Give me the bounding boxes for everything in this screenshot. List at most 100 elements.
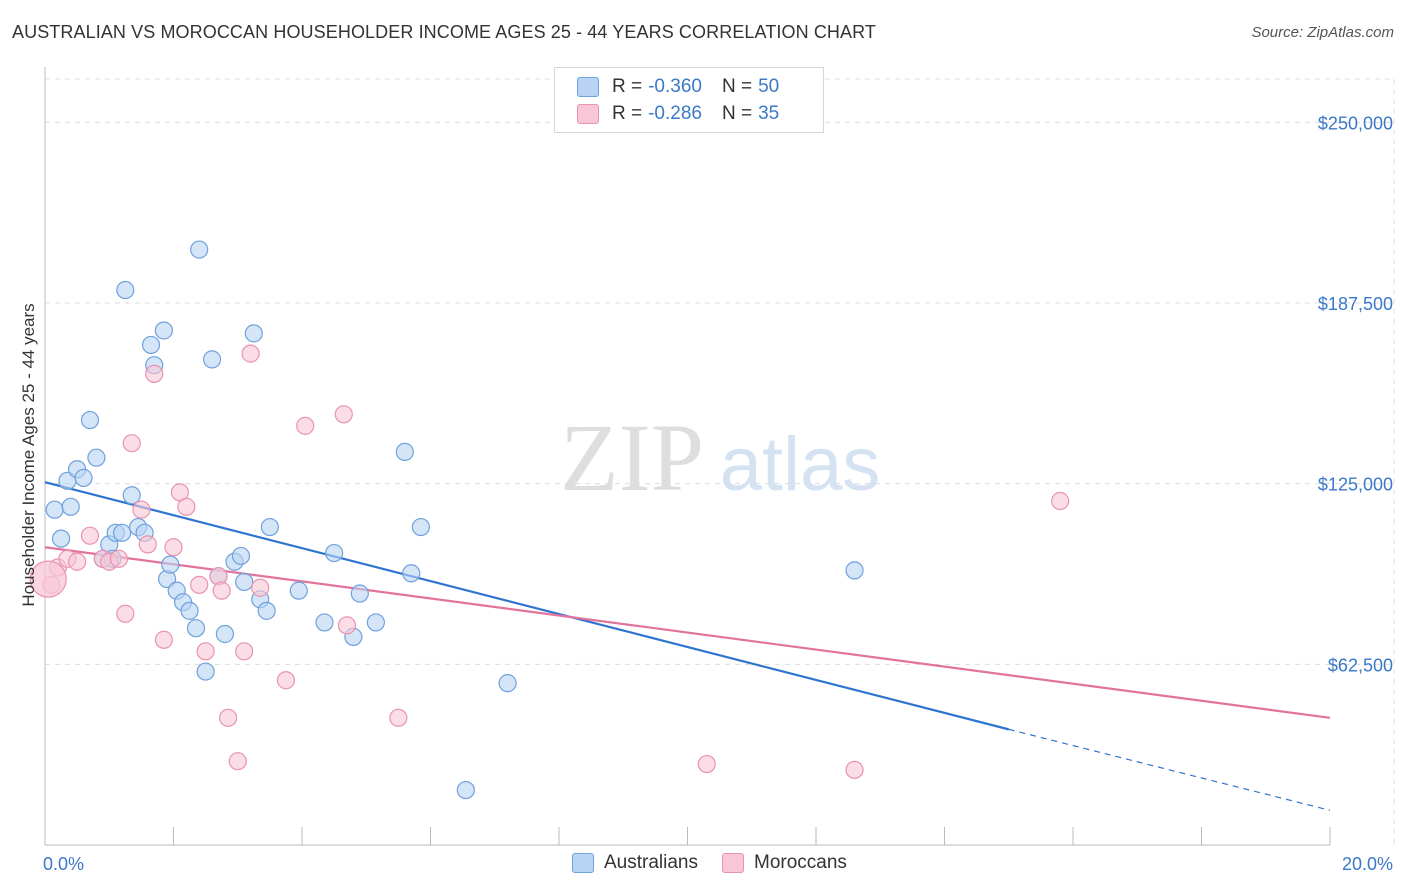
- moroccan-point: [196, 642, 215, 661]
- moroccan-point: [138, 535, 157, 554]
- moroccan-point: [334, 405, 353, 424]
- grid-lines: [45, 78, 1395, 845]
- x-tick-label-min: 0.0%: [43, 854, 84, 874]
- australian-point: [180, 601, 199, 620]
- australian-point: [402, 564, 421, 583]
- legend-row-moroccans: R = -0.286 N = 35: [577, 100, 779, 128]
- australian-point: [456, 780, 475, 800]
- moroccan-point: [122, 434, 141, 453]
- moroccan-point: [228, 752, 247, 771]
- legend-label: Moroccans: [754, 852, 847, 873]
- moroccan-point: [164, 538, 183, 557]
- r-value: -0.286: [648, 103, 702, 124]
- moroccan-point: [177, 497, 196, 516]
- moroccan-point: [235, 642, 254, 661]
- australian-point: [244, 324, 263, 343]
- moroccan-point: [154, 630, 173, 649]
- y-tick-label: $62,500: [1328, 655, 1393, 675]
- moroccan-point: [68, 552, 87, 571]
- moroccan-point: [145, 364, 164, 383]
- r-label: R =: [612, 103, 643, 124]
- australian-point: [235, 572, 254, 592]
- axes: [44, 67, 1331, 846]
- moroccan-point: [80, 526, 100, 545]
- australian-point: [325, 543, 344, 563]
- data-points: [29, 240, 1070, 800]
- r-label: R =: [612, 76, 643, 97]
- australian-point: [186, 619, 206, 638]
- australian-point: [51, 529, 71, 548]
- moroccan-point: [845, 760, 864, 779]
- moroccan-point: [116, 604, 135, 623]
- legend-item-australians: Australians: [572, 852, 698, 874]
- y-tick-label: $187,500: [1318, 294, 1393, 314]
- series-legend: Australians Moroccans: [572, 852, 871, 874]
- moroccan-point: [132, 500, 151, 519]
- moroccan-point: [697, 754, 716, 774]
- australian-point: [350, 584, 369, 603]
- australian-point: [190, 240, 209, 259]
- source-label: Source: ZipAtlas.com: [1251, 24, 1394, 41]
- blue-swatch: [572, 853, 594, 873]
- moroccan-point: [241, 344, 260, 363]
- legend-row-australians: R = -0.360 N = 50: [577, 73, 779, 101]
- moroccan-point: [389, 708, 408, 727]
- moroccan-point: [219, 708, 238, 727]
- australian-point: [411, 517, 430, 537]
- australians-trendline-extension: [1008, 728, 1331, 811]
- australian-point: [87, 448, 106, 467]
- australian-point: [74, 468, 93, 487]
- y-tick-label: $125,000: [1318, 475, 1393, 495]
- australian-point: [141, 335, 161, 355]
- r-value: -0.360: [648, 76, 702, 97]
- legend-item-moroccans: Moroccans: [722, 852, 847, 874]
- blue-swatch: [577, 77, 599, 97]
- australian-point: [257, 601, 276, 620]
- n-label: N =: [721, 76, 753, 97]
- australian-point: [45, 500, 64, 519]
- australian-point: [122, 486, 141, 505]
- australian-point: [61, 497, 80, 516]
- australian-point: [366, 613, 385, 632]
- watermark-zip: ZIP: [560, 404, 704, 511]
- moroccan-point: [190, 575, 209, 594]
- moroccan-point: [337, 616, 357, 635]
- legend-label: Australians: [604, 852, 698, 873]
- moroccan-point: [1051, 491, 1070, 511]
- australian-point: [315, 613, 334, 632]
- axis-labels: $62,500 $125,000 $187,500 $250,000 0.0% 20.0%…: [19, 113, 1393, 874]
- australian-point: [80, 410, 100, 430]
- australian-point: [202, 350, 222, 369]
- moroccan-point: [212, 581, 231, 600]
- australian-point: [289, 581, 308, 600]
- n-label: N =: [721, 103, 753, 124]
- moroccans-trendline: [44, 546, 1331, 719]
- n-value: 50: [758, 76, 780, 97]
- chart-title: AUSTRALIAN VS MOROCCAN HOUSEHOLDER INCOM…: [12, 22, 876, 42]
- n-value: 35: [758, 103, 780, 124]
- moroccan-point: [296, 416, 315, 435]
- watermark: ZIP atlas: [560, 404, 880, 511]
- australian-point: [498, 674, 517, 693]
- australian-point: [395, 442, 414, 461]
- australian-point: [154, 321, 173, 340]
- stats-legend: R = -0.360 N = 50 R = -0.286 N = 35: [554, 67, 824, 133]
- australian-point: [112, 523, 132, 542]
- australians-trendline: [44, 481, 1010, 731]
- pink-swatch: [577, 104, 599, 124]
- pink-swatch: [722, 853, 744, 873]
- australian-point: [215, 624, 234, 644]
- australian-point: [260, 517, 279, 537]
- australian-point: [116, 280, 135, 300]
- moroccan-point: [251, 578, 270, 597]
- australian-point: [231, 546, 251, 566]
- moroccan-point: [276, 671, 296, 690]
- x-tick-label-max: 20.0%: [1342, 854, 1393, 874]
- moroccan-point: [109, 549, 128, 568]
- y-axis-title: Householder Income Ages 25 - 44 years: [19, 303, 38, 606]
- australian-point: [161, 555, 180, 574]
- moroccan-point: [29, 560, 67, 598]
- australian-point: [196, 662, 215, 681]
- watermark-atlas: atlas: [720, 422, 881, 507]
